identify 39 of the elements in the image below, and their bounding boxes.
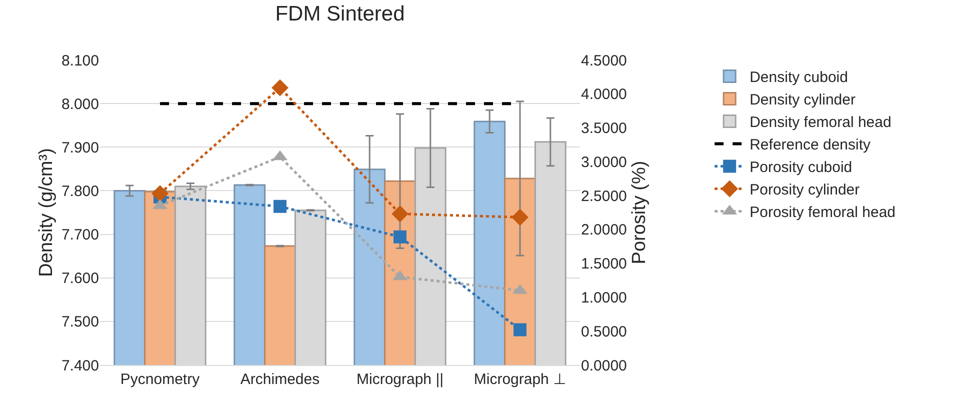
legend-label: Density cylinder — [750, 92, 856, 109]
point — [394, 230, 406, 244]
legend-label: Density cuboid — [750, 69, 848, 86]
y-tick-label: 7.500 — [61, 314, 99, 331]
y-axis-title: Density (g/cm³) — [36, 148, 57, 277]
legend-label: Porosity cylinder — [750, 182, 860, 199]
y2-tick-label: 4.5000 — [581, 52, 627, 70]
y2-tick-label: 2.0000 — [581, 222, 627, 239]
chart-title: FDM Sintered — [275, 2, 405, 26]
y-tick-label: 7.900 — [61, 139, 99, 156]
y2-tick-label: 1.0000 — [581, 289, 627, 306]
point — [512, 208, 528, 226]
legend-label: Reference density — [750, 136, 871, 154]
point — [392, 205, 408, 222]
y2-tick-label: 1.5000 — [581, 256, 627, 273]
y-tick-label: 7.700 — [61, 226, 99, 244]
legend-label: Porosity cuboid — [750, 159, 852, 176]
legend-label: Porosity femoral head — [750, 204, 896, 222]
point — [274, 200, 286, 213]
y2-tick-label: 0.0000 — [581, 357, 627, 374]
y2-axis-title: Porosity (%) — [628, 160, 650, 264]
y2-tick-label: 3.0000 — [581, 154, 627, 171]
y-tick-label: 8.100 — [61, 52, 99, 70]
legend-label: Density femoral head — [750, 114, 892, 132]
y2-tick-label: 4.0000 — [581, 86, 627, 104]
y-tick-label: 7.400 — [61, 357, 99, 374]
x-tick-label: Micrograph || — [356, 371, 444, 388]
point — [272, 79, 288, 96]
y2-tick-label: 0.5000 — [581, 323, 627, 340]
point — [514, 323, 526, 336]
y-tick-label: 7.800 — [61, 182, 99, 200]
point — [152, 185, 168, 202]
y2-tick-label: 2.5000 — [581, 188, 627, 205]
x-tick-label: Pycnometry — [120, 371, 200, 388]
y-tick-label: 7.600 — [61, 270, 99, 288]
x-tick-label: Micrograph ⊥ — [474, 371, 566, 388]
x-tick-label: Archimedes — [240, 371, 320, 388]
y-tick-label: 8.000 — [61, 96, 99, 113]
y2-tick-label: 3.5000 — [581, 120, 627, 138]
